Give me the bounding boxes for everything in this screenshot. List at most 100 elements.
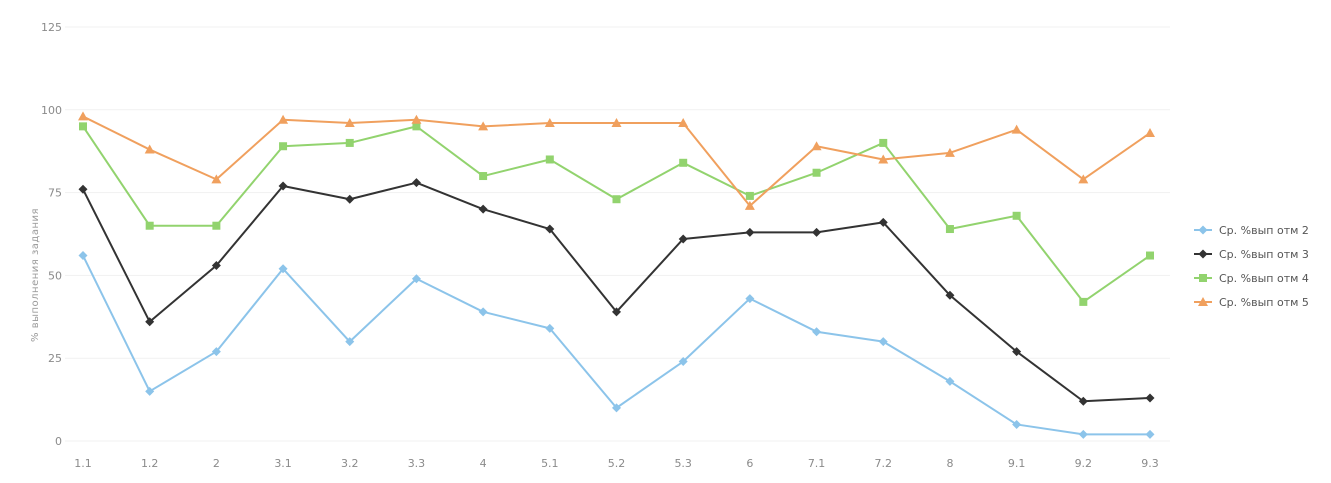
x-axis-ticks: 1.1 1.2 2 3.1 3.2 3.3 4 5.1 5.2 5.3 6 7.1 7.2 8 9.1 9.2… — [74, 457, 1159, 470]
legend-item: Ср. %вып отм 2 — [1194, 224, 1309, 237]
data-point — [78, 111, 88, 121]
data-point — [611, 118, 622, 128]
data-point — [78, 251, 88, 261]
data-point — [545, 323, 555, 333]
data-point — [545, 155, 554, 164]
data-point — [478, 307, 488, 317]
data-point — [145, 317, 155, 327]
y-tick-label: 50 — [48, 269, 62, 282]
data-point — [1145, 393, 1155, 403]
x-tick-label: 4 — [480, 457, 487, 470]
data-point — [411, 114, 422, 124]
data-point — [544, 118, 555, 128]
data-point — [1078, 396, 1088, 406]
series-line — [82, 181, 1151, 403]
data-point — [78, 184, 88, 194]
data-point — [345, 194, 355, 204]
data-point — [944, 147, 955, 157]
data-point — [678, 118, 689, 128]
data-point — [278, 264, 288, 274]
data-point — [478, 121, 489, 131]
data-point — [1198, 225, 1208, 235]
x-tick-label: 1.1 — [74, 457, 92, 470]
data-point — [211, 347, 221, 357]
y-tick-label: 125 — [41, 21, 62, 34]
data-point — [879, 138, 888, 147]
x-tick-label: 9.2 — [1075, 457, 1093, 470]
x-tick-label: 5.1 — [541, 457, 559, 470]
data-point — [1011, 124, 1022, 134]
data-point — [212, 221, 221, 230]
data-point — [945, 225, 954, 234]
data-point — [945, 376, 955, 386]
data-point — [478, 204, 488, 214]
data-point — [79, 122, 87, 131]
legend-label: Ср. %вып отм 3 — [1219, 248, 1309, 261]
data-point — [344, 118, 355, 128]
grid — [65, 26, 1170, 442]
data-point — [945, 290, 955, 300]
data-point — [211, 260, 221, 270]
legend-item: Ср. %вып отм 4 — [1194, 272, 1309, 285]
x-tick-label: 3.3 — [408, 457, 426, 470]
data-point — [812, 227, 822, 237]
data-point — [479, 172, 488, 181]
data-point — [411, 178, 421, 188]
data-point — [878, 217, 888, 227]
x-tick-label: 3.1 — [274, 457, 292, 470]
data-point — [145, 386, 155, 396]
data-point — [812, 168, 821, 177]
data-point — [412, 122, 421, 131]
x-tick-label: 1.2 — [141, 457, 159, 470]
data-point — [1012, 419, 1022, 429]
series-lines — [78, 111, 1155, 439]
series-1 — [78, 251, 1155, 439]
x-tick-label: 9.1 — [1008, 457, 1026, 470]
data-point — [1012, 211, 1021, 220]
data-point — [612, 195, 621, 204]
data-point — [279, 142, 288, 151]
y-axis-ticks: 0 25 50 75 100 125 — [41, 21, 62, 448]
legend-label: Ср. %вып отм 4 — [1219, 272, 1309, 285]
series-3 — [79, 122, 1154, 306]
series-2 — [78, 178, 1155, 406]
y-axis-title: % выполнения задания — [30, 208, 41, 342]
legend-item: Ср. %вып отм 5 — [1194, 296, 1309, 309]
data-point — [612, 307, 621, 317]
x-tick-label: 3.2 — [341, 457, 359, 470]
data-point — [1079, 297, 1088, 306]
y-tick-label: 25 — [48, 352, 62, 365]
data-point — [744, 200, 755, 210]
data-point — [678, 357, 688, 367]
data-point — [144, 144, 155, 154]
y-tick-label: 0 — [55, 435, 62, 448]
data-point — [1198, 297, 1208, 306]
data-point — [1145, 429, 1155, 439]
data-point — [1145, 127, 1155, 137]
x-tick-label: 9.3 — [1141, 457, 1159, 470]
x-tick-label: 5.3 — [674, 457, 692, 470]
x-tick-label: 7.1 — [808, 457, 826, 470]
series-4 — [78, 111, 1155, 210]
data-point — [1078, 174, 1089, 184]
x-tick-label: 2 — [213, 457, 220, 470]
data-point — [679, 158, 688, 167]
data-point — [278, 114, 289, 124]
data-point — [411, 274, 421, 284]
y-tick-label: 75 — [48, 187, 62, 200]
legend-item: Ср. %вып отм 3 — [1194, 248, 1309, 261]
legend-label: Ср. %вып отм 2 — [1219, 224, 1309, 237]
data-point — [1078, 429, 1088, 439]
y-tick-label: 100 — [41, 104, 62, 117]
data-point — [811, 141, 822, 151]
x-tick-label: 7.2 — [875, 457, 893, 470]
x-tick-label: 5.2 — [608, 457, 626, 470]
legend: Ср. %вып отм 2 Ср. %вып отм 3 Ср. %вып отм… — [1194, 224, 1309, 309]
data-point — [545, 224, 555, 234]
data-point — [812, 327, 822, 337]
data-point — [1146, 251, 1154, 260]
data-point — [745, 227, 755, 237]
data-point — [745, 294, 755, 304]
